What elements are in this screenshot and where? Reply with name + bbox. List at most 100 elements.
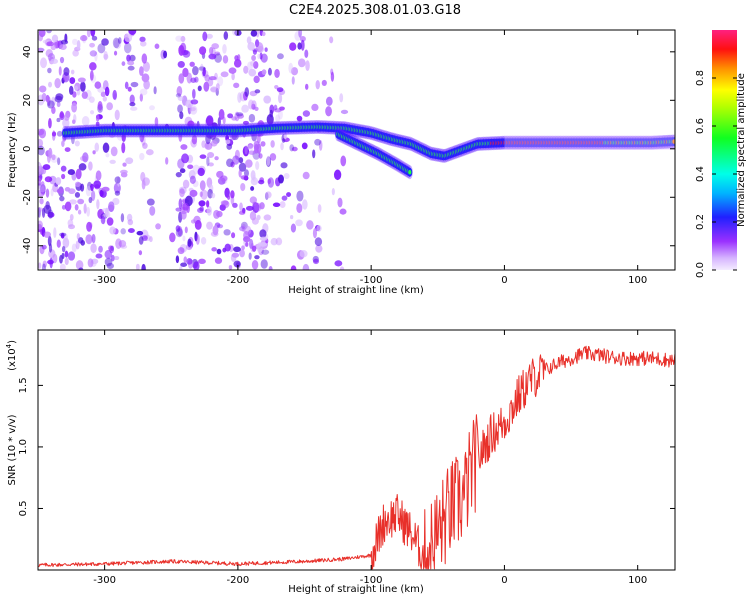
spectrogram-speckle [81, 115, 90, 127]
spectrogram-speckle [202, 31, 208, 42]
spectrogram-speckle [175, 93, 182, 98]
spectrogram-speckle [259, 236, 268, 241]
spectrogram-speckle [47, 67, 52, 74]
spectrogram-speckle [211, 192, 216, 199]
y-tick-label: 20 [22, 94, 33, 107]
spectrogram-speckle [238, 157, 244, 164]
spectrogram-speckle [120, 213, 125, 223]
x-tick-label: 0 [501, 575, 507, 586]
spectrogram-speckle [68, 224, 75, 230]
spectrogram-speckle [86, 30, 91, 38]
x-tick-label: -100 [360, 275, 383, 286]
spectrogram-speckle [117, 37, 122, 44]
spectrogram-speckle [232, 30, 238, 36]
spectrogram-speckle [67, 169, 76, 176]
spectrogram-speckle [249, 211, 257, 221]
spectrogram-speckle [257, 53, 261, 60]
spectrogram-speckle [233, 59, 242, 68]
spectrogram-speckle [90, 110, 95, 115]
spectrogram-speckle [78, 267, 84, 270]
spectrogram-speckle [278, 93, 283, 104]
spectrogram-speckle [56, 101, 61, 108]
spectrogram-speckle [251, 54, 256, 62]
spectrogram-speckle [279, 106, 285, 111]
spectrogram-speckle [276, 87, 284, 93]
spectrogram-speckle [106, 217, 114, 226]
spectrogram-speckle [312, 228, 318, 239]
spectrogram-speckle [130, 106, 138, 111]
spectrogram-speckle [283, 132, 287, 140]
spectrogram-speckle [250, 177, 259, 186]
spectrogram-speckle [305, 60, 310, 72]
spectrogram-speckle [79, 155, 88, 162]
spectrogram-speckle [299, 250, 308, 258]
spectrogram-speckle [340, 155, 347, 167]
spectrogram-speckle [298, 30, 303, 38]
spectrogram-speckle [136, 230, 144, 236]
spectrogram-speckle [38, 207, 41, 218]
spectrogram-speckle [260, 53, 268, 63]
spectrogram-speckle [38, 128, 47, 139]
spectrogram-speckle [153, 86, 157, 95]
spectrogram-speckle [240, 182, 246, 192]
spectrogram-speckle [190, 77, 197, 83]
spectrogram-speckle [142, 61, 150, 72]
colorbar-gradient [712, 30, 737, 270]
spectrogram-speckle [94, 142, 100, 152]
spectrogram-speckle [197, 167, 205, 177]
spectrogram-speckle [108, 201, 115, 212]
spectrogram-speckle [182, 67, 189, 78]
x-tick-label: -300 [93, 275, 116, 286]
spectrogram-speckle [175, 255, 180, 264]
spectrogram-speckle [41, 92, 47, 102]
spectrogram-speckle [247, 143, 254, 149]
spectrogram-speckle [231, 72, 235, 81]
spectrogram-speckle [67, 251, 76, 261]
spectrogram-speckle [56, 239, 61, 248]
spectrogram-speckle [90, 243, 97, 254]
spectrogram-speckle [283, 172, 290, 180]
spectrogram-speckle [176, 86, 183, 97]
spectrogram-speckle [255, 42, 264, 53]
spectrogram-speckle [227, 113, 234, 119]
spectrogram-speckle [278, 109, 283, 120]
spectrogram-speckle [270, 140, 275, 148]
spectrogram-speckle [103, 53, 109, 60]
spectrogram-speckle [72, 49, 79, 57]
spectrogram-speckle [51, 131, 57, 137]
spectrogram-speckle [260, 259, 268, 269]
y-tick-label: -20 [22, 189, 33, 205]
spectrogram-speckle [114, 190, 121, 196]
spectrogram-speckle [214, 156, 219, 161]
spectrogram-speckle [95, 114, 100, 122]
spectrogram-speckle [214, 51, 221, 56]
spectrogram-speckle [50, 155, 58, 163]
spectrogram-speckle [38, 145, 45, 156]
spectrogram-speckle [41, 207, 46, 218]
spectrogram-speckle [60, 232, 65, 239]
spectrogram-speckle [72, 91, 77, 98]
spectrogram-speckle [112, 197, 120, 206]
spectrogram-speckle [274, 68, 280, 78]
spectrogram-speckle [91, 35, 98, 41]
spectrogram-speckle [247, 144, 254, 151]
spectrogram-speckle [77, 209, 82, 215]
spectrogram-speckle [120, 244, 128, 249]
snr-y-ticks: 0.5 1.0 1.5 [18, 377, 675, 516]
spectrogram-speckle [130, 81, 139, 88]
spectrogram-speckle [123, 42, 132, 54]
spectrogram-speckle [325, 96, 333, 106]
spectrogram-speckle [52, 183, 59, 193]
spectrogram-speckle [239, 249, 245, 258]
spectrogram-speckle [94, 81, 102, 89]
spectrogram-speckle [233, 260, 241, 268]
spectrogram-speckle [51, 130, 56, 141]
spectrogram-speckle [214, 72, 218, 81]
spectrogram-speckle [59, 263, 66, 270]
spectrogram-speckle [175, 35, 183, 42]
spectrogram-speckle [296, 115, 303, 122]
spectrogram-speckle [59, 44, 67, 50]
spectrogram-speckle [56, 117, 61, 123]
spectrogram-speckle [256, 242, 263, 253]
spectrogram-speckle [154, 117, 159, 127]
